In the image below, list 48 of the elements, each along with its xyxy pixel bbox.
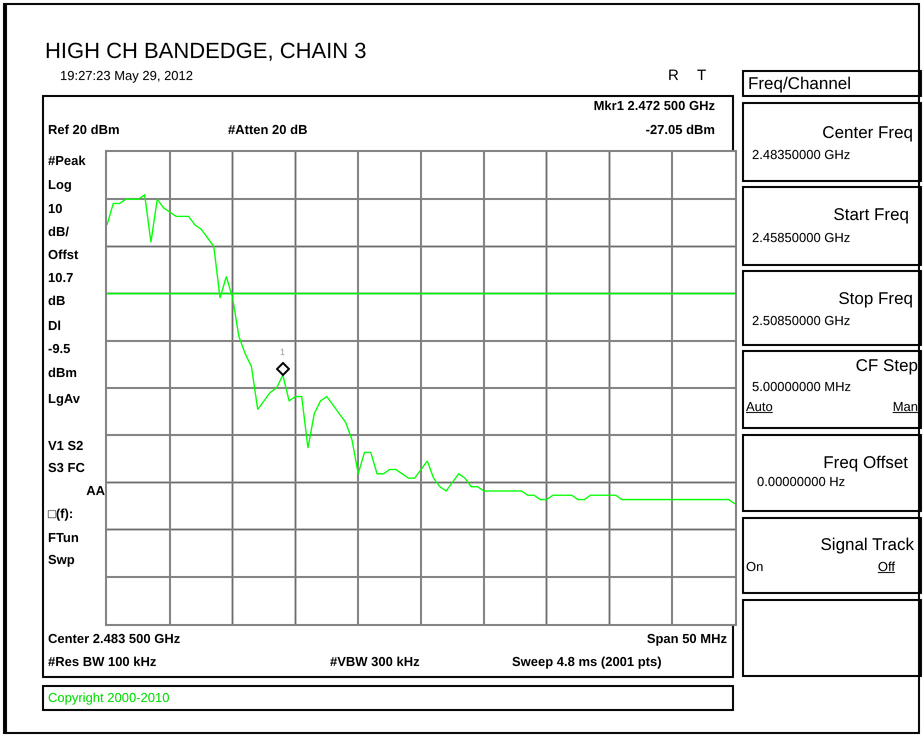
text: Auto xyxy=(746,398,773,414)
text: dB/ xyxy=(48,224,69,239)
text: Center 2.483 500 GHz xyxy=(48,630,180,646)
text: 19:27:23 May 29, 2012 xyxy=(60,68,193,83)
text: V1 S2 xyxy=(48,438,84,453)
text: 2.50850000 GHz xyxy=(752,312,850,328)
text: Center Freq xyxy=(822,122,913,142)
text: Ref 20 dBm xyxy=(48,122,120,137)
text: #Peak xyxy=(48,152,86,168)
text: Sweep 4.8 ms (2001 pts) xyxy=(512,654,662,669)
text: R xyxy=(668,66,679,84)
text: Off xyxy=(878,558,895,574)
text: #Atten 20 dB xyxy=(228,122,308,137)
text: #Res BW 100 kHz xyxy=(48,654,156,669)
text: Log xyxy=(48,176,72,192)
text: Offst xyxy=(48,246,78,262)
text: Freq/Channel xyxy=(748,74,852,93)
text: 0.00000000 Hz xyxy=(757,474,846,489)
text: -9.5 xyxy=(48,340,70,356)
text: CF Step xyxy=(856,356,918,375)
text: Copyright 2000-2010 xyxy=(48,690,170,705)
text: Signal Track xyxy=(820,534,914,554)
text: #VBW 300 kHz xyxy=(330,654,420,669)
text: AA xyxy=(86,482,105,498)
text: Mkr1 2.472 500 GHz xyxy=(594,98,715,113)
text: 5.00000000 MHz xyxy=(752,378,852,394)
text: 2.45850000 GHz xyxy=(752,230,850,245)
text: Freq Offset xyxy=(823,452,908,472)
text: Swp xyxy=(48,552,75,567)
text: dB xyxy=(48,292,66,308)
chart-title: HIGH CH BANDEDGE, CHAIN 3 xyxy=(45,38,366,63)
annotation: 1 xyxy=(280,347,286,358)
text: □(f): xyxy=(48,506,74,521)
text: 2.48350000 GHz xyxy=(752,146,850,162)
text: Start Freq xyxy=(833,204,909,224)
text: T xyxy=(697,66,706,84)
text: Span 50 MHz xyxy=(646,630,727,646)
text: LgAv xyxy=(48,390,80,406)
text: 10 xyxy=(48,200,62,216)
text: dBm xyxy=(48,364,77,380)
text: Stop Freq xyxy=(838,288,913,308)
text: On xyxy=(746,558,764,574)
text: 10.7 xyxy=(48,270,74,285)
text: -27.05 dBm xyxy=(646,122,715,137)
text: Man xyxy=(892,398,918,414)
text: Dl xyxy=(48,318,61,333)
text: FTun xyxy=(48,530,79,545)
text: S3 FC xyxy=(48,460,85,475)
